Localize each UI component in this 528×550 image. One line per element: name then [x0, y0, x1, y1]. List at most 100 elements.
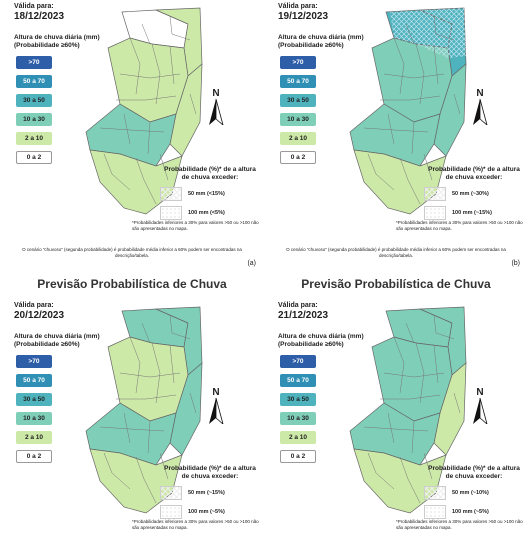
legend-swatch: 0 a 2 — [280, 151, 316, 164]
panel-title: Previsão Probabilística de Chuva — [37, 277, 227, 291]
north-arrow-shape — [209, 98, 224, 127]
scenario-note: O cenário "chuvoso" (segunda probabilida… — [22, 247, 242, 258]
municipality-border — [147, 420, 151, 454]
municipality-border — [380, 95, 441, 101]
dots-100-icon — [160, 206, 182, 220]
municipality-border — [159, 452, 169, 480]
municipality-border — [116, 394, 177, 400]
municipality-border — [423, 452, 433, 480]
legend-swatch: 50 a 70 — [16, 374, 52, 387]
municipality-border — [169, 15, 191, 41]
municipality-border — [380, 394, 441, 400]
forecast-panel: Válida para: 18/12/2023 Altura de chuva di… — [0, 0, 264, 275]
municipality-border — [433, 314, 455, 340]
municipality-border — [433, 45, 439, 85]
state-map — [85, 306, 203, 514]
probability-value: 50 mm (~30%) — [452, 191, 489, 197]
legend-swatch: 10 a 30 — [16, 113, 52, 126]
municipality-border — [159, 153, 169, 181]
probability-row: 100 mm (~5%) — [424, 505, 524, 519]
municipality-border — [119, 73, 181, 79]
municipality-border — [387, 113, 395, 145]
municipality-border — [399, 157, 421, 205]
municipality-border — [433, 15, 455, 41]
legend-swatch: >70 — [16, 56, 52, 69]
municipality-border — [169, 314, 191, 340]
probability-row: 50 mm (~30%) — [424, 187, 524, 201]
valid-label: Válida para: — [278, 302, 318, 309]
municipality-border — [129, 336, 141, 394]
north-arrow-icon: N — [206, 88, 226, 128]
probability-row: 100 mm (~5%) — [160, 505, 260, 519]
footnote: *Probabilidades inferiores a 30% para va… — [132, 220, 259, 231]
municipality-border — [99, 127, 165, 133]
north-label: N — [212, 387, 220, 398]
municipality-border — [453, 93, 461, 115]
valid-date-block: Válida para: 20/12/2023 — [14, 301, 64, 322]
municipality-border — [103, 153, 131, 191]
probability-title: Probabilidade (%)* de a altura de chuva … — [428, 166, 520, 181]
municipality-border — [393, 37, 405, 95]
legend-swatch: 30 a 50 — [280, 94, 316, 107]
valid-date-block: Válida para: 19/12/2023 — [278, 2, 328, 23]
municipality-border — [189, 93, 197, 115]
valid-date: 21/12/2023 — [278, 310, 329, 321]
municipality-border — [147, 121, 151, 155]
municipality-border — [129, 37, 141, 95]
forecast-panel: Válida para: 19/12/2023 Altura de chuva di… — [264, 0, 528, 275]
probability-title: Probabilidade (%)* de a altura de chuva … — [428, 465, 520, 480]
probability-value: 50 mm (~10%) — [452, 490, 489, 496]
legend-swatch: 30 a 50 — [280, 393, 316, 406]
north-arrow-icon: N — [206, 387, 226, 427]
municipality-border — [387, 412, 395, 444]
legend-title: Altura de chuva diária (mm) (Probabilida… — [14, 333, 100, 348]
municipality-border — [99, 426, 165, 432]
municipality-border — [116, 95, 177, 101]
legend-swatch: 10 a 30 — [280, 412, 316, 425]
legend-title: Altura de chuva diária (mm) (Probabilida… — [278, 34, 364, 49]
municipality-border — [411, 121, 415, 155]
dots-100-icon — [160, 505, 182, 519]
valid-label: Válida para: — [14, 302, 54, 309]
municipality-border — [189, 392, 197, 414]
legend-swatch: 2 a 10 — [280, 132, 316, 145]
legend-swatch: 10 a 30 — [16, 412, 52, 425]
valid-date: 20/12/2023 — [14, 310, 65, 321]
legend-swatches: >70 50 a 70 30 a 50 10 a 30 2 a 10 0 a 2 — [280, 355, 316, 469]
municipality-border — [141, 23, 151, 45]
probability-row: 50 mm (~10%) — [424, 486, 524, 500]
municipality-border — [363, 426, 429, 432]
state-map — [349, 7, 467, 215]
footnote: *Probabilidades inferiores a 30% para va… — [396, 519, 523, 530]
north-label: N — [476, 88, 484, 99]
municipality-border — [411, 420, 415, 454]
dots-100-icon — [424, 206, 446, 220]
north-arrow-shape — [473, 397, 488, 426]
legend-title: Altura de chuva diária (mm) (Probabilida… — [278, 333, 364, 348]
probability-value: 100 mm (~15%) — [452, 210, 492, 216]
municipality-border — [367, 153, 395, 191]
hatch-50-icon — [424, 486, 446, 500]
municipality-border — [415, 43, 425, 105]
forecast-panel: Previsão Probabilística de Chuva Válida p… — [264, 275, 528, 550]
scenario-note: O cenário "chuvoso" (segunda probabilida… — [286, 247, 506, 258]
hatch-50-icon — [160, 486, 182, 500]
municipality-border — [103, 452, 131, 490]
probability-row: 50 mm (<15%) — [160, 187, 260, 201]
municipality-border — [135, 157, 157, 205]
probability-row: 100 mm (~15%) — [424, 206, 524, 220]
legend-swatch: 30 a 50 — [16, 94, 52, 107]
legend-swatches: >70 50 a 70 30 a 50 10 a 30 2 a 10 0 a 2 — [16, 355, 52, 469]
legend-swatch: 2 a 10 — [16, 132, 52, 145]
probability-legend: Probabilidade (%)* de a altura de chuva … — [424, 465, 524, 519]
valid-date: 19/12/2023 — [278, 11, 329, 22]
hatch-50-icon — [424, 187, 446, 201]
probability-value: 50 mm (~15%) — [188, 490, 225, 496]
valid-label: Válida para: — [278, 3, 318, 10]
probability-value: 100 mm (~5%) — [452, 509, 489, 515]
municipality-border — [141, 322, 151, 344]
municipality-border — [423, 153, 433, 181]
valid-date-block: Válida para: 18/12/2023 — [14, 2, 64, 23]
north-arrow-icon: N — [470, 88, 490, 128]
municipality-border — [151, 342, 161, 404]
